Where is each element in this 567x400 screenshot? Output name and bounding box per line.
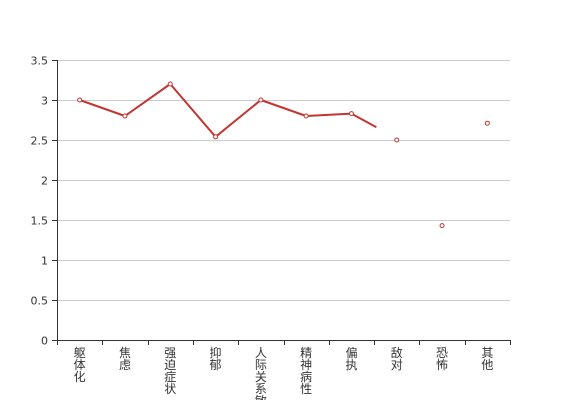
x-tick-label: 精神病性 [300, 346, 312, 396]
x-tick-label: 其他 [481, 346, 493, 372]
y-tick-label: 1 [41, 255, 48, 268]
data-point [348, 111, 354, 117]
data-point [394, 137, 400, 143]
data-point [213, 134, 219, 140]
y-tick-label: 2.5 [31, 135, 49, 148]
x-tick-label: 抑郁 [210, 345, 222, 372]
y-tick-label: 2 [41, 175, 48, 188]
x-tick-label: 躯体化 [74, 345, 86, 384]
x-axis-ticks: 躯体化 焦虑 强迫症状 抑郁 人际关系敏感 精神病性 偏执 敌对 恐怖 其他 [57, 340, 511, 400]
y-tick-label: 3 [41, 95, 48, 108]
data-point [303, 113, 309, 119]
y-tick-label: 3.5 [31, 55, 49, 68]
x-tick-label: 人际关系敏感 [255, 346, 267, 400]
data-point [77, 97, 83, 103]
data-point [258, 97, 264, 103]
data-point [484, 120, 490, 126]
data-point [122, 113, 128, 119]
x-tick-label: 强迫症状 [164, 346, 176, 396]
axes [57, 60, 510, 341]
data-point [439, 223, 445, 229]
data-point [167, 81, 173, 87]
x-tick-label: 敌对 [391, 345, 403, 372]
grid-lines [57, 60, 510, 301]
data-points [77, 81, 490, 229]
x-tick-label: 偏执 [345, 345, 357, 372]
series-line [79, 83, 377, 138]
y-tick-label: 0.5 [31, 295, 49, 308]
y-tick-label: 0 [41, 335, 48, 348]
series-line-path [79, 83, 377, 138]
y-tick-label: 1.5 [31, 215, 49, 228]
x-tick-label: 恐怖 [436, 346, 448, 372]
y-axis-ticks: 0 0.5 1 1.5 2 2.5 3 3.5 [31, 55, 57, 348]
x-tick-label: 焦虑 [119, 346, 131, 372]
